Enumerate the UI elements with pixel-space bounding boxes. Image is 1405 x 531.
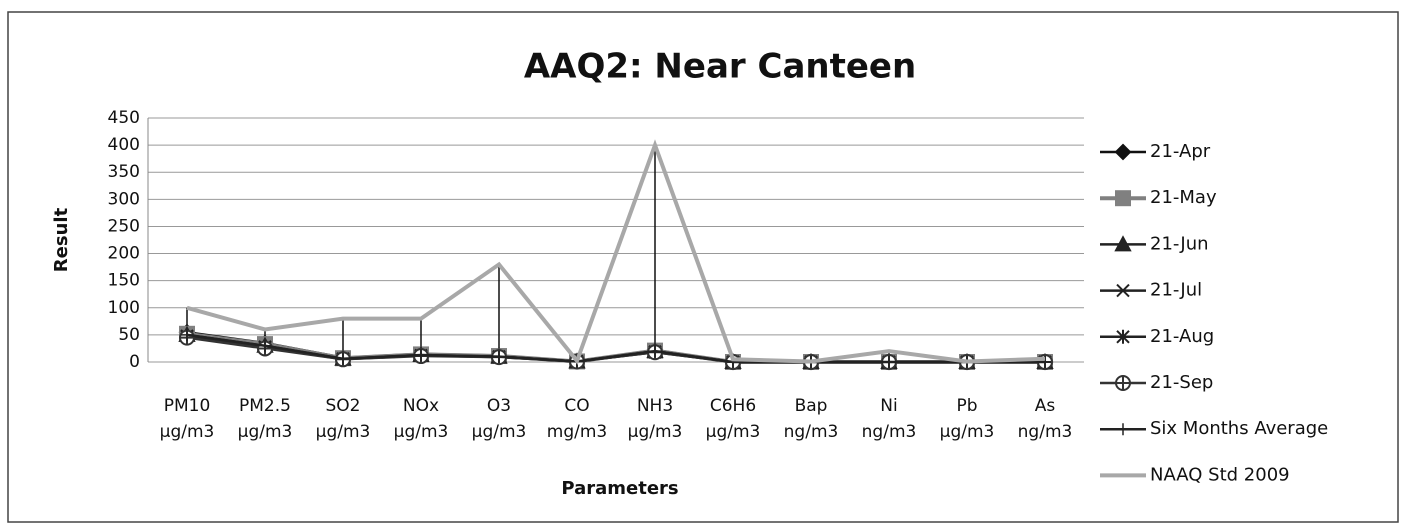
x-tick-label: NH3 µg/m3: [627, 396, 683, 442]
marker: [337, 352, 349, 365]
marker: [1039, 356, 1051, 368]
x-tick-label: NOx µg/m3: [393, 396, 449, 442]
x-tick-label: As ng/m3: [1017, 396, 1073, 442]
x-tick-label: C6H6 µg/m3: [705, 396, 761, 442]
x-tick-label: CO mg/m3: [546, 396, 608, 442]
marker: [1116, 283, 1130, 298]
marker: [1116, 329, 1130, 344]
marker: [1115, 375, 1132, 391]
legend-label: 21-Jun: [1150, 233, 1209, 254]
marker: [181, 328, 193, 341]
y-tick-label: 400: [108, 135, 140, 155]
x-tick-label: PM2.5 µg/m3: [237, 396, 293, 442]
marker: [883, 356, 895, 368]
x-tick-label: SO2 µg/m3: [315, 396, 371, 442]
marker: [1114, 235, 1132, 252]
y-tick-label: 200: [108, 244, 140, 264]
marker: [1114, 143, 1132, 161]
y-tick-label: 100: [108, 298, 140, 318]
x-tick-label: Ni ng/m3: [861, 396, 917, 442]
x-axis-title: Parameters: [561, 478, 678, 499]
chart-border: [7, 11, 1399, 523]
series-line: [186, 333, 1045, 364]
x-tick-label: O3 µg/m3: [471, 396, 527, 442]
y-tick-label: 450: [108, 108, 140, 128]
y-tick-label: 50: [118, 325, 140, 345]
y-tick-label: 0: [129, 352, 140, 372]
legend-label: 21-Apr: [1150, 141, 1211, 162]
x-tick-label: Bap ng/m3: [783, 396, 839, 442]
marker: [259, 339, 271, 352]
x-tick-label: PM10 µg/m3: [159, 396, 215, 442]
marker: [493, 350, 505, 363]
legend-label: 21-May: [1150, 187, 1217, 208]
marker: [1117, 423, 1129, 436]
legend-label: NAAQ Std 2009: [1150, 464, 1290, 485]
series-line: [186, 139, 1046, 365]
chart-title: AAQ2: Near Canteen: [524, 47, 916, 87]
y-tick-label: 250: [108, 216, 140, 236]
legend-label: 21-Jul: [1150, 280, 1202, 301]
marker: [1115, 190, 1131, 207]
y-tick-label: 350: [108, 162, 140, 182]
marker: [415, 348, 427, 361]
legend-label: 21-Aug: [1150, 326, 1214, 347]
y-tick-label: 150: [108, 271, 140, 291]
y-axis-title: Result: [51, 207, 72, 272]
x-tick-label: Pb µg/m3: [939, 396, 995, 442]
y-tick-label: 300: [108, 189, 140, 209]
legend-label: 21-Sep: [1150, 372, 1213, 393]
marker: [649, 345, 661, 358]
legend-label: Six Months Average: [1150, 418, 1328, 439]
